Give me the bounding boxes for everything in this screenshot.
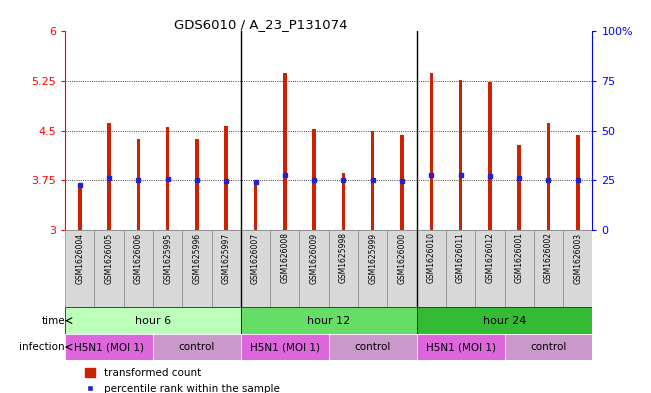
Bar (400, 136, 404, 230)
Bar (342, 173, 345, 230)
Bar (459, 80, 462, 230)
Text: GSM1626004: GSM1626004 (76, 232, 84, 284)
Bar (195, 139, 199, 230)
Text: GSM1626012: GSM1626012 (486, 232, 494, 283)
FancyBboxPatch shape (124, 230, 153, 307)
Text: GSM1625995: GSM1625995 (163, 232, 172, 284)
FancyBboxPatch shape (505, 334, 592, 360)
Text: GSM1626000: GSM1626000 (398, 232, 406, 284)
FancyBboxPatch shape (65, 334, 153, 360)
Bar (166, 127, 169, 230)
Text: hour 12: hour 12 (307, 316, 350, 326)
FancyBboxPatch shape (241, 230, 270, 307)
Bar (254, 184, 257, 230)
Bar (225, 126, 228, 230)
Text: GSM1625998: GSM1625998 (339, 232, 348, 283)
Text: GSM1626010: GSM1626010 (427, 232, 436, 283)
Text: GSM1626003: GSM1626003 (574, 232, 582, 284)
Text: GSM1625996: GSM1625996 (193, 232, 201, 284)
FancyBboxPatch shape (387, 230, 417, 307)
FancyBboxPatch shape (241, 307, 417, 334)
FancyBboxPatch shape (475, 230, 505, 307)
Bar (137, 139, 140, 230)
FancyBboxPatch shape (65, 307, 241, 334)
Text: time: time (42, 316, 65, 326)
FancyBboxPatch shape (417, 307, 592, 334)
Bar (78, 187, 81, 230)
FancyBboxPatch shape (417, 230, 446, 307)
Text: GSM1626002: GSM1626002 (544, 232, 553, 283)
Bar (576, 136, 579, 230)
Text: GSM1626005: GSM1626005 (105, 232, 113, 284)
FancyBboxPatch shape (534, 230, 563, 307)
Text: control: control (355, 342, 391, 352)
Text: H5N1 (MOI 1): H5N1 (MOI 1) (74, 342, 144, 352)
FancyBboxPatch shape (299, 230, 329, 307)
Legend: transformed count, percentile rank within the sample: transformed count, percentile rank withi… (81, 364, 284, 393)
FancyBboxPatch shape (241, 334, 329, 360)
FancyBboxPatch shape (446, 230, 475, 307)
FancyBboxPatch shape (212, 230, 241, 307)
Text: H5N1 (MOI 1): H5N1 (MOI 1) (250, 342, 320, 352)
Bar (283, 72, 286, 230)
Bar (107, 123, 111, 230)
Text: GSM1625999: GSM1625999 (368, 232, 377, 284)
Text: H5N1 (MOI 1): H5N1 (MOI 1) (426, 342, 495, 352)
Text: GSM1625997: GSM1625997 (222, 232, 230, 284)
FancyBboxPatch shape (94, 230, 124, 307)
Bar (430, 72, 433, 230)
Bar (488, 82, 492, 230)
Text: control: control (179, 342, 215, 352)
Bar (371, 131, 374, 230)
FancyBboxPatch shape (358, 230, 387, 307)
FancyBboxPatch shape (153, 230, 182, 307)
Bar (312, 129, 316, 230)
Text: GSM1626007: GSM1626007 (251, 232, 260, 284)
FancyBboxPatch shape (417, 334, 505, 360)
Text: GSM1626006: GSM1626006 (134, 232, 143, 284)
FancyBboxPatch shape (182, 230, 212, 307)
Text: infection: infection (20, 342, 65, 352)
Text: GSM1626008: GSM1626008 (281, 232, 289, 283)
FancyBboxPatch shape (153, 334, 241, 360)
FancyBboxPatch shape (65, 230, 94, 307)
FancyBboxPatch shape (563, 230, 592, 307)
FancyBboxPatch shape (505, 230, 534, 307)
FancyBboxPatch shape (329, 334, 417, 360)
Bar (547, 123, 550, 230)
Text: hour 24: hour 24 (483, 316, 526, 326)
Text: GSM1626001: GSM1626001 (515, 232, 523, 283)
Text: GDS6010 / A_23_P131074: GDS6010 / A_23_P131074 (174, 18, 347, 31)
Text: hour 6: hour 6 (135, 316, 171, 326)
Text: GSM1626011: GSM1626011 (456, 232, 465, 283)
Bar (518, 145, 521, 230)
FancyBboxPatch shape (329, 230, 358, 307)
Text: GSM1626009: GSM1626009 (310, 232, 318, 284)
FancyBboxPatch shape (270, 230, 299, 307)
Text: control: control (531, 342, 566, 352)
